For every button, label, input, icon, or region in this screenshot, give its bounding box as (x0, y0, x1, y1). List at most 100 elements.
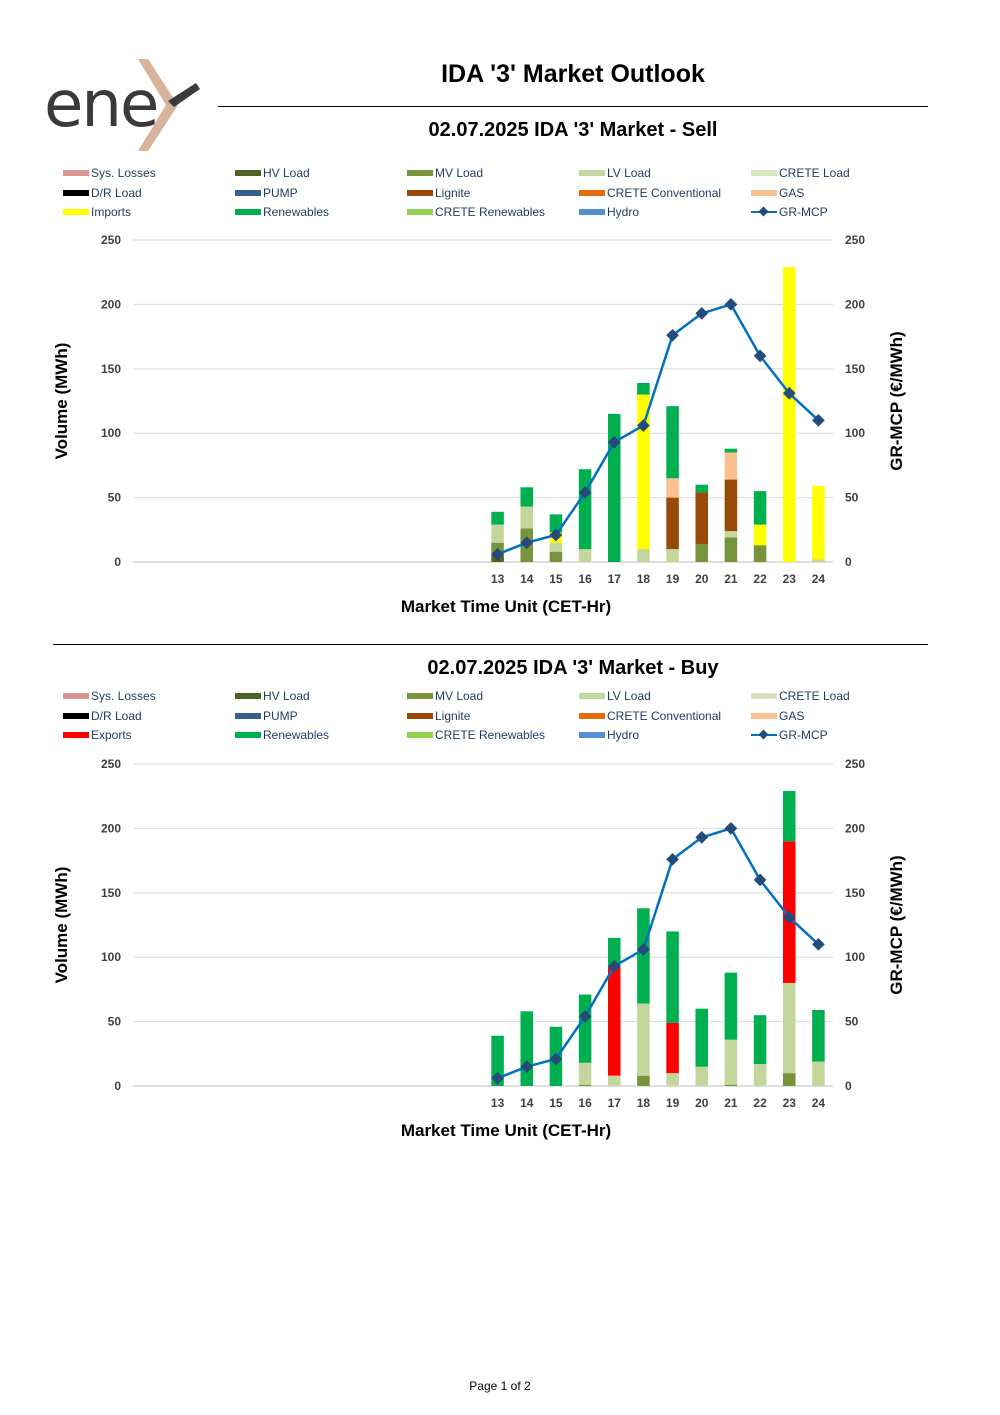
bar-renewables (753, 1015, 767, 1065)
bar-gas (724, 452, 738, 480)
section-divider (53, 644, 928, 645)
x-tick-label: 21 (724, 572, 738, 586)
legend-item-mv-load: MV Load (407, 689, 483, 703)
y2-axis-title: GR-MCP (€/MWh) (887, 855, 906, 994)
gr-mcp-point (491, 547, 504, 561)
bar-lv-load (812, 1061, 825, 1086)
legend-swatch-crete-load (751, 693, 777, 699)
bar-lv-load (812, 559, 825, 562)
gr-mcp-point (724, 822, 738, 835)
legend-item-sys-losses: Sys. Losses (63, 166, 156, 180)
legend-label: GAS (779, 708, 805, 723)
bar-renewables (724, 972, 738, 1040)
legend-item-gas: GAS (751, 709, 804, 723)
y-tick-label: 200 (101, 297, 121, 311)
y2-tick-label: 250 (845, 233, 865, 247)
legend-item-renewables: Renewables (235, 728, 329, 742)
x-axis-title: Market Time Unit (CET-Hr) (401, 597, 611, 616)
legend-item-lv-load: LV Load (579, 166, 651, 180)
bar-exports (607, 967, 621, 1076)
legend-item-renewables: Renewables (235, 205, 329, 219)
bar-mv-load (549, 551, 563, 562)
legend-item-lignite: Lignite (407, 186, 470, 200)
legend-swatch-exports (63, 732, 89, 738)
legend-label: Hydro (607, 728, 640, 742)
legend-label: CRETE Conventional (607, 708, 722, 723)
legend-item-sys-losses: Sys. Losses (63, 689, 156, 703)
legend-label: Hydro (607, 205, 640, 219)
legend-item-exports: Exports (63, 728, 132, 742)
legend-item-crete-conventional: CRETE Conventional (579, 186, 721, 200)
x-tick-label: 14 (520, 1096, 534, 1110)
legend-item-pump: PUMP (235, 186, 298, 200)
legend-swatch-crete-load (751, 170, 777, 176)
legend-swatch-hydro (579, 732, 605, 738)
gr-mcp-point (520, 1060, 534, 1074)
legend-label: PUMP (263, 185, 298, 200)
legend-item-gas: GAS (751, 186, 804, 200)
x-tick-label: 24 (812, 1096, 826, 1110)
bar-mv-load (753, 545, 767, 562)
bar-lv-load (637, 549, 650, 562)
bar-mv-load (637, 1075, 650, 1086)
bar-mv-load (578, 1084, 592, 1086)
legend-item-gr-mcp: GR-MCP (751, 728, 828, 742)
legend-item-d-r-load: D/R Load (63, 186, 142, 200)
legend-item-hydro: Hydro (579, 205, 639, 219)
sell-chart-title: 02.07.2025 IDA '3' Market - Sell (428, 119, 718, 141)
page-title: IDA '3' Market Outlook (441, 60, 705, 88)
legend-label: CRETE Load (779, 689, 850, 703)
bar-renewables (607, 413, 621, 562)
legend-swatch-crete-renewables (407, 732, 433, 738)
buy-chart-title: 02.07.2025 IDA '3' Market - Buy (427, 657, 719, 679)
legend-swatch-d-r-load (63, 189, 89, 196)
bar-exports (666, 1022, 679, 1074)
bar-mv-load (695, 543, 709, 562)
bar-lv-load (666, 549, 679, 562)
legend-swatch-pump (235, 189, 261, 196)
y-tick-label: 100 (101, 426, 121, 440)
y-tick-label: 50 (108, 1015, 122, 1029)
legend-label: Lignite (435, 708, 471, 723)
bar-renewables (753, 491, 767, 525)
bar-renewables (578, 469, 592, 550)
legend-item-crete-renewables: CRETE Renewables (407, 728, 545, 742)
bar-mv-load (724, 537, 738, 562)
legend-item-crete-conventional: CRETE Conventional (579, 709, 721, 723)
bar-lv-load (724, 531, 738, 538)
legend-label: LV Load (607, 689, 651, 703)
legend-label: Exports (91, 728, 132, 742)
bar-renewables (491, 1035, 504, 1086)
y2-tick-label: 150 (845, 362, 865, 376)
bar-renewables (607, 937, 621, 968)
bar-renewables (549, 514, 563, 533)
legend-swatch-gas (751, 712, 777, 719)
legend-item-hv-load: HV Load (235, 689, 310, 703)
y-tick-label: 50 (108, 491, 122, 505)
x-axis-title: Market Time Unit (CET-Hr) (401, 1121, 611, 1140)
legend-label: CRETE Renewables (435, 728, 546, 742)
logo-text: ene (44, 68, 159, 142)
legend-swatch-crete-conventional (579, 189, 605, 196)
legend-swatch-sys-losses (63, 693, 89, 699)
legend-swatch-crete-conventional (579, 712, 605, 719)
legend-label: GAS (779, 185, 805, 200)
logo-x-stroke-1 (138, 59, 178, 151)
y2-tick-label: 100 (845, 426, 865, 440)
legend-swatch-gas (751, 189, 777, 196)
bar-lv-load (491, 524, 504, 543)
enex-logo: ene (40, 55, 210, 160)
bar-lv-load (637, 1003, 650, 1076)
legend-item-pump: PUMP (235, 709, 298, 723)
legend-item-imports: Imports (63, 205, 131, 219)
legend-swatch-crete-renewables (407, 209, 433, 215)
legend-item-hv-load: HV Load (235, 166, 310, 180)
y-tick-label: 150 (101, 362, 121, 376)
bar-renewables (782, 791, 796, 842)
x-tick-label: 23 (783, 572, 797, 586)
x-tick-label: 20 (695, 1096, 709, 1110)
y2-tick-label: 50 (845, 1015, 859, 1029)
x-tick-label: 15 (549, 572, 563, 586)
bar-renewables (637, 908, 650, 1004)
gr-mcp-line (497, 827, 820, 1080)
